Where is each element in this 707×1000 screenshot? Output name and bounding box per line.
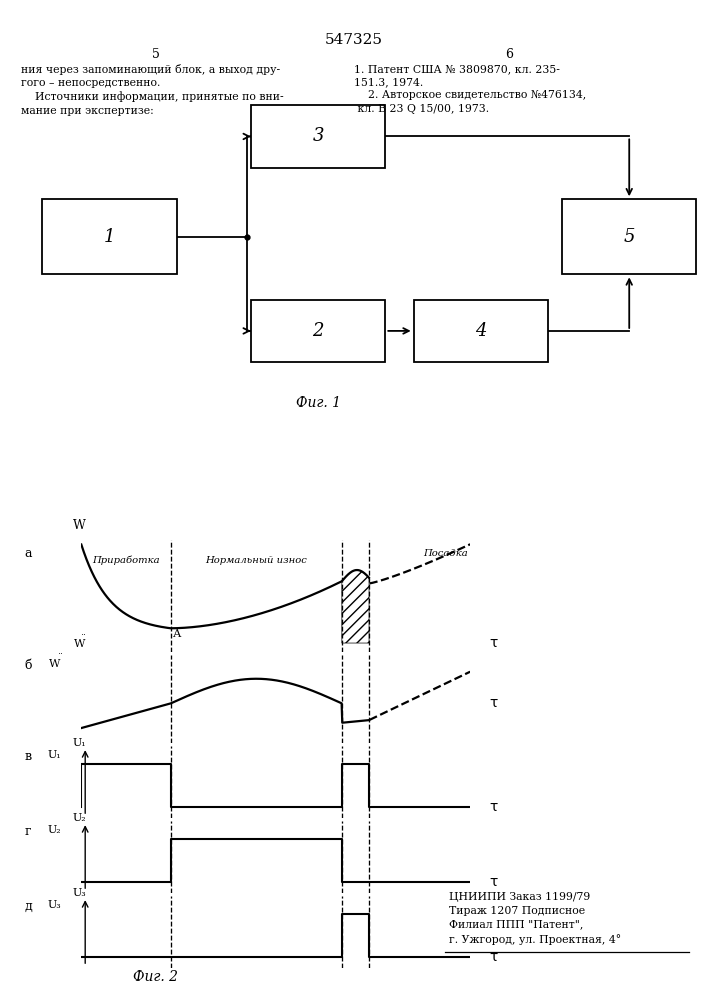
Text: Приработка: Приработка xyxy=(92,555,160,565)
Text: д: д xyxy=(25,900,32,913)
Text: W: W xyxy=(49,659,60,669)
Text: 5: 5 xyxy=(151,48,160,61)
Text: W: W xyxy=(74,639,85,649)
Text: Фиг. 2: Фиг. 2 xyxy=(133,970,178,984)
Text: Нормальный износ: Нормальный износ xyxy=(205,556,308,565)
Text: U₁: U₁ xyxy=(73,738,86,748)
Text: 3: 3 xyxy=(312,127,324,145)
Text: τ: τ xyxy=(489,950,498,964)
Text: ЦНИИПИ Заказ 1199/79
Тираж 1207 Подписное
Филиал ППП "Патент",
г. Ужгород, ул. П: ЦНИИПИ Заказ 1199/79 Тираж 1207 Подписно… xyxy=(449,892,621,945)
Bar xyxy=(562,199,696,274)
Text: τ: τ xyxy=(489,875,498,889)
Bar xyxy=(414,300,548,362)
Text: 2: 2 xyxy=(312,322,324,340)
Text: τ: τ xyxy=(489,636,498,650)
Text: 1: 1 xyxy=(104,228,115,246)
Text: А: А xyxy=(173,629,181,639)
Text: 4: 4 xyxy=(475,322,486,340)
Text: U₂: U₂ xyxy=(47,825,62,835)
Text: 1. Патент США № 3809870, кл. 235-
151.3, 1974.
    2. Авторское свидетельство №4: 1. Патент США № 3809870, кл. 235- 151.3,… xyxy=(354,64,586,114)
Text: τ: τ xyxy=(489,696,498,710)
Text: U₃: U₃ xyxy=(73,888,86,898)
Text: б: б xyxy=(25,659,32,672)
Text: ния через запоминающий блок, а выход дру-
гого – непосредственно.
    Источники : ния через запоминающий блок, а выход дру… xyxy=(21,64,284,116)
Text: W: W xyxy=(73,519,86,532)
Text: U₂: U₂ xyxy=(73,813,86,823)
Text: 547325: 547325 xyxy=(325,33,382,47)
Text: Посадка: Посадка xyxy=(423,549,468,558)
Text: г: г xyxy=(25,825,32,838)
Text: а: а xyxy=(25,547,32,560)
Text: в: в xyxy=(25,750,32,763)
Text: Фиг. 1: Фиг. 1 xyxy=(296,396,341,410)
Bar xyxy=(251,300,385,362)
Text: τ: τ xyxy=(489,800,498,814)
Text: U₃: U₃ xyxy=(47,900,62,910)
Bar xyxy=(251,105,385,168)
Text: U₁: U₁ xyxy=(47,750,62,760)
Text: 6: 6 xyxy=(505,48,513,61)
Bar xyxy=(42,199,177,274)
Text: 5: 5 xyxy=(624,228,635,246)
